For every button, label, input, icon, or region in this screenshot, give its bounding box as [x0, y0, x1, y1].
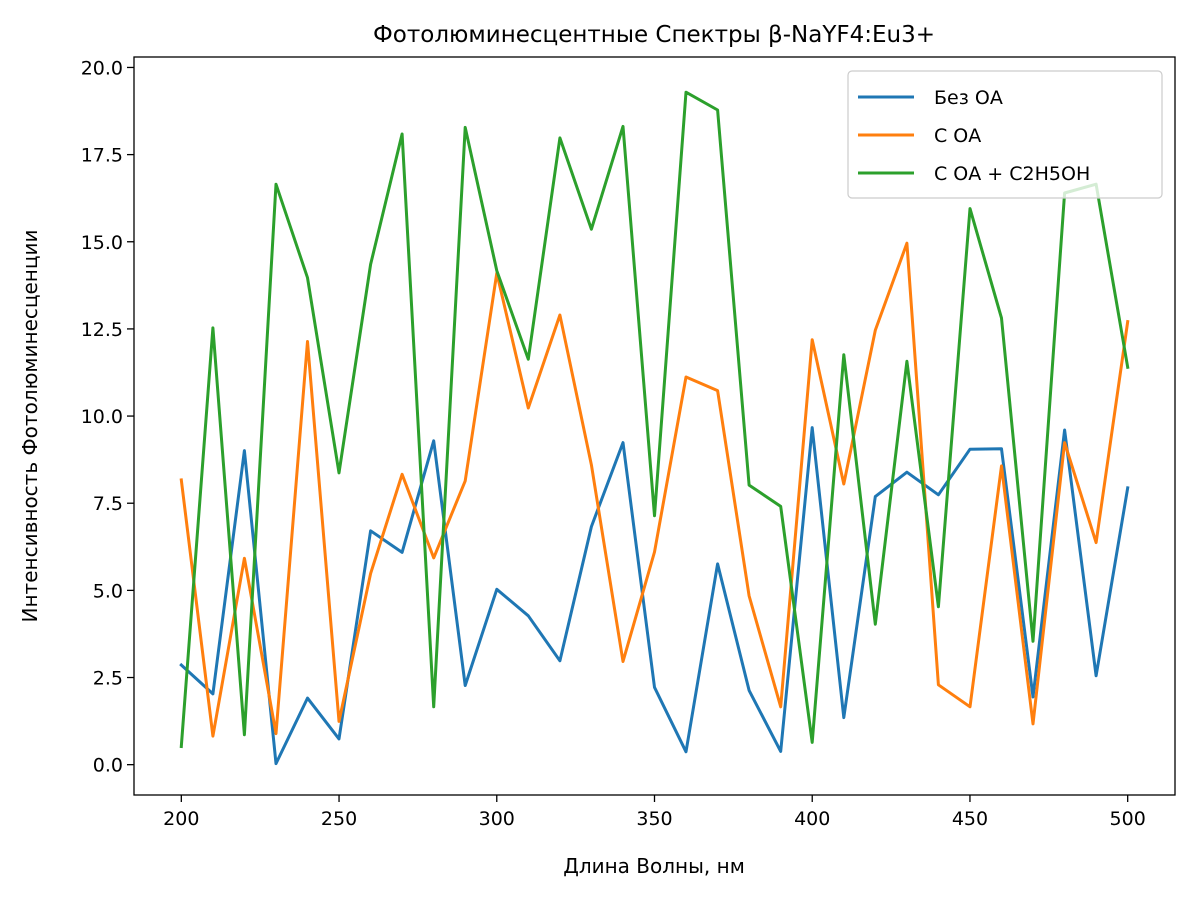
y-tick-label: 20.0	[81, 57, 123, 79]
x-tick-label: 300	[479, 808, 515, 830]
x-axis-ticks: 200 250 300 350 400 450 500	[163, 795, 1146, 830]
y-tick-label: 10.0	[81, 406, 123, 428]
y-tick-label: 17.5	[81, 145, 123, 167]
x-tick-label: 200	[163, 808, 199, 830]
legend-label-2: С ОА	[934, 125, 981, 147]
x-tick-label: 450	[952, 808, 988, 830]
x-tick-label: 400	[794, 808, 830, 830]
chart-title: Фотолюминесцентные Спектры β-NaYF4:Eu3+	[373, 22, 935, 48]
series-line-3	[179, 90, 1130, 749]
y-tick-label: 2.5	[93, 668, 123, 690]
y-tick-label: 5.0	[93, 580, 123, 602]
x-tick-label: 250	[321, 808, 357, 830]
y-tick-label: 15.0	[81, 232, 123, 254]
legend-label-3: С ОА + C2H5OH	[934, 163, 1090, 185]
y-tick-label: 12.5	[81, 319, 123, 341]
x-tick-label: 350	[636, 808, 672, 830]
x-tick-label: 500	[1110, 808, 1146, 830]
y-axis-ticks: 0.0 2.5 5.0 7.5 10.0 12.5 15.0 17.5 20.0	[81, 57, 134, 777]
series-line-1	[179, 426, 1130, 766]
legend-label-1: Без ОА	[934, 87, 1003, 109]
y-axis-label: Интенсивность Фотолюминесценции	[18, 230, 42, 623]
legend-box	[847, 70, 1163, 199]
plot-lines	[179, 90, 1130, 766]
series-line-2	[179, 241, 1130, 738]
x-axis-label: Длина Волны, нм	[563, 854, 745, 878]
y-tick-label: 0.0	[93, 755, 123, 777]
legend: Без ОА С ОА С ОА + C2H5OH	[847, 70, 1163, 199]
y-tick-label: 7.5	[93, 493, 123, 515]
